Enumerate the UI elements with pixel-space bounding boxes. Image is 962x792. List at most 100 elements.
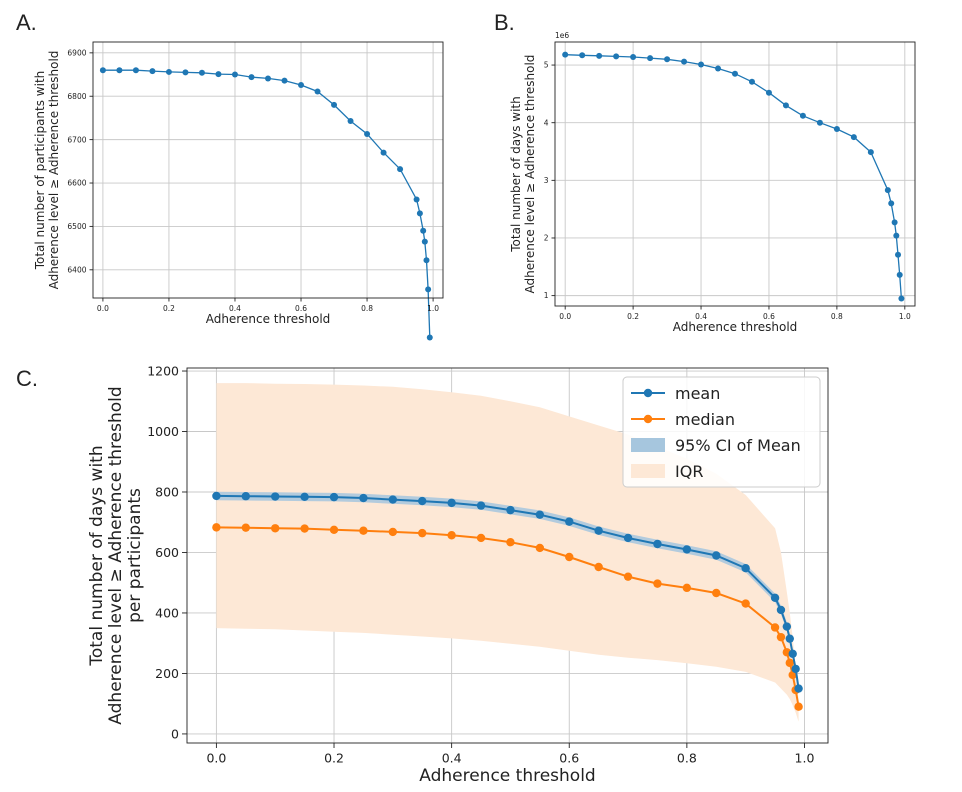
x-tick-label: 0.6 (763, 312, 775, 321)
series-point (265, 75, 271, 82)
series-point (748, 78, 755, 85)
panel-label-a: A. (16, 10, 37, 35)
series-point (231, 71, 238, 78)
mean-point (594, 526, 603, 535)
median-point (535, 543, 545, 553)
y-tick-label: 0 (171, 726, 179, 741)
series-point (347, 117, 354, 124)
series-point (182, 69, 189, 76)
legend: mean median 95% CI of Mean IQR (622, 376, 821, 488)
median-point (794, 702, 803, 711)
median-point (506, 537, 515, 547)
y-tick-label: 6900 (67, 48, 86, 57)
legend-box (622, 376, 821, 488)
panel-label-c: C. (16, 366, 38, 391)
chart-c: 0.0 0.2 0.4 0.6 0.8 1.0 0 200 400 600 800 1000 1200 A… (87, 363, 829, 786)
series-point (416, 210, 423, 217)
x-tick-label: 0.0 (97, 304, 109, 313)
series-point (898, 295, 905, 302)
median-point (447, 531, 456, 540)
legend-mean-marker (643, 388, 653, 398)
y-tick-label: 3 (544, 176, 549, 185)
mean-point (653, 539, 662, 549)
mean-point (241, 492, 251, 501)
series-point (850, 134, 857, 141)
series-point (298, 81, 305, 88)
mean-point (329, 492, 339, 502)
x-tick-label: 1.0 (427, 304, 439, 313)
median-point (271, 524, 280, 533)
y-axis-label: Total number of days with (509, 96, 523, 252)
legend-label: mean (675, 384, 720, 403)
series-point (397, 166, 404, 173)
series-point (867, 149, 874, 156)
series-point (99, 67, 106, 74)
median-point (418, 528, 427, 538)
chart-b: 0.0 0.2 0.4 0.6 0.8 1.0 1 2 3 4 5 1e6 Adherence thre… (509, 31, 916, 334)
y-tick-label: 600 (155, 545, 179, 560)
plot-frame (92, 41, 444, 299)
series-point (613, 53, 620, 60)
plot-frame (186, 367, 829, 744)
y-tick-label: 4 (544, 118, 549, 127)
median-point (653, 579, 662, 588)
mean-point (300, 492, 309, 502)
series-point (132, 67, 139, 74)
y-axis-label: Adherence level ≥ Adherence threshold (523, 55, 537, 294)
series-point (681, 58, 688, 65)
median-point (565, 552, 574, 562)
x-axis-label: Adherence threshold (206, 312, 331, 326)
legend-iqr-swatch (631, 464, 665, 478)
legend-median-marker (643, 414, 653, 424)
legend-ci-swatch (631, 438, 665, 452)
mean-point (741, 564, 750, 573)
series-point (782, 102, 789, 109)
x-tick-label: 0.6 (295, 304, 307, 313)
mean-point (388, 495, 398, 504)
median-point (212, 523, 221, 532)
x-tick-label: 0.8 (831, 312, 843, 321)
x-tick-label: 0.2 (163, 304, 175, 313)
mean-point (776, 605, 786, 615)
series-point (896, 271, 903, 278)
series-point (425, 286, 432, 293)
series-point (891, 219, 898, 226)
axis-offset-label: 1e6 (555, 31, 569, 40)
series-point (215, 71, 222, 78)
ci-band (216, 491, 799, 693)
series-point (884, 187, 891, 194)
legend-label: 95% CI of Mean (675, 436, 801, 455)
median-point (300, 524, 309, 533)
x-tick-label: 0.2 (627, 312, 639, 321)
median-point (241, 523, 251, 532)
series-point (664, 56, 671, 63)
y-tick-label: 5 (544, 61, 549, 70)
median-point (594, 562, 603, 572)
median-point (770, 623, 780, 632)
series-point (562, 51, 569, 58)
series-point (314, 88, 321, 95)
mean-point (712, 551, 721, 560)
median-point (359, 526, 368, 535)
series-point (816, 119, 823, 126)
chart-a: 0.0 0.2 0.4 0.6 0.8 1.0 6400 6500 6600 6700 6800 69… (33, 41, 444, 341)
mean-point (271, 492, 280, 501)
mean-point (565, 517, 574, 526)
median-point (741, 599, 750, 608)
series-point (765, 89, 772, 96)
series-point (116, 67, 123, 74)
mean-point (506, 505, 515, 515)
series-point (380, 149, 387, 156)
x-axis-label: Adherence threshold (673, 320, 798, 334)
x-tick-label: 0.6 (559, 751, 579, 766)
mean-point (476, 501, 486, 510)
mean-point (782, 622, 792, 631)
series-point (715, 65, 722, 72)
y-tick-label: 800 (155, 484, 179, 499)
x-tick-label: 0.4 (442, 751, 462, 766)
x-tick-label: 0.4 (695, 312, 707, 321)
y-axis-label: Adherence level ≥ Adherence threshold (47, 51, 61, 290)
mean-point (785, 634, 794, 643)
series-point (893, 232, 900, 239)
